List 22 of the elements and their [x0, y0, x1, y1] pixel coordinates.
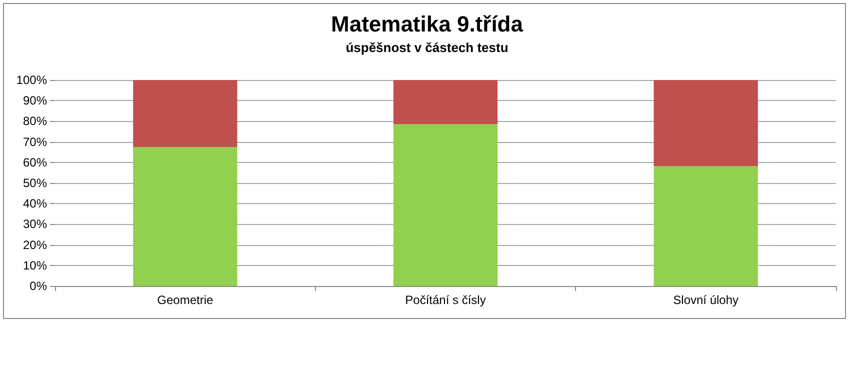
x-tick-label: Počítání s čísly: [405, 293, 486, 307]
bar: [393, 80, 498, 124]
y-tick-label: 30%: [22, 217, 48, 232]
bar: [133, 146, 238, 286]
y-tick-label: 50%: [22, 176, 48, 190]
y-tick-label: 90%: [22, 94, 48, 108]
y-tick-label: 60%: [22, 155, 48, 170]
y-tick-label: 0%: [30, 279, 48, 293]
bar: [393, 124, 498, 286]
bar: [133, 80, 238, 147]
chart-subtitle: úspěšnost v částech testu: [346, 40, 508, 55]
x-tick-label: Geometrie: [157, 293, 214, 307]
x-tick-label: Slovní úlohy: [673, 293, 739, 307]
chart-title: Matematika 9.třída: [331, 12, 524, 36]
bar: [654, 80, 758, 166]
y-tick-label: 100%: [16, 73, 48, 87]
y-tick-label: 80%: [22, 114, 48, 128]
bar: [654, 166, 758, 286]
y-tick-label: 70%: [22, 134, 48, 149]
y-tick-label: 40%: [22, 196, 48, 211]
y-tick-label: 20%: [22, 238, 48, 252]
y-tick-label: 10%: [22, 258, 48, 272]
